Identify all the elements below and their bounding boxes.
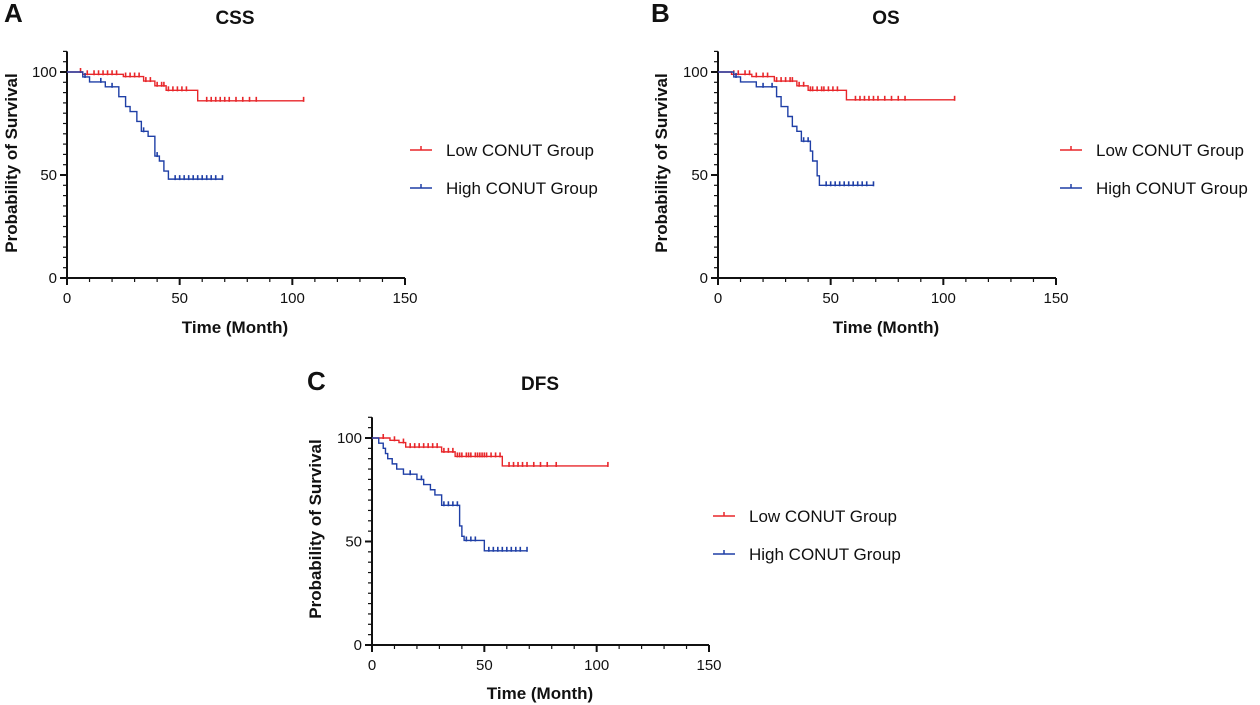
legend-item-low[interactable]: Low CONUT Group [713, 507, 897, 526]
y-tick-label: 0 [700, 270, 708, 287]
plot-area [67, 68, 305, 181]
y-tick-label: 0 [49, 270, 57, 287]
panel-letter-a: A [4, 0, 23, 28]
x-tick-label: 50 [171, 290, 188, 307]
legend-label-low: Low CONUT Group [1096, 141, 1244, 160]
axes: 0 50 100 0 50 100 150 [683, 50, 1069, 307]
survival-curve[interactable] [372, 437, 528, 552]
y-tick-label: 50 [691, 167, 708, 184]
y-tick-label: 50 [40, 167, 57, 184]
x-tick-label: 150 [392, 290, 417, 307]
panel-letter-c: C [307, 366, 326, 396]
series-high-conut [372, 437, 528, 552]
x-tick-label: 0 [368, 657, 376, 674]
x-axis-label: Time (Month) [182, 318, 288, 337]
x-tick-label: 50 [476, 657, 493, 674]
x-tick-label: 150 [1043, 290, 1068, 307]
x-tick-label: 0 [714, 290, 722, 307]
legend-item-low[interactable]: Low CONUT Group [410, 141, 594, 160]
y-tick-label: 100 [337, 430, 362, 447]
y-axis-label: Probability of Survival [652, 73, 671, 253]
y-axis-label: Probability of Survival [306, 439, 325, 619]
y-tick-label: 50 [345, 534, 362, 551]
x-axis-label: Time (Month) [487, 684, 593, 703]
legend: Low CONUT Group High CONUT Group [410, 141, 598, 198]
x-tick-label: 100 [280, 290, 305, 307]
series-low-conut [67, 68, 305, 102]
panel-letter-b: B [651, 0, 670, 28]
legend-label-low: Low CONUT Group [446, 141, 594, 160]
legend-label-low: Low CONUT Group [749, 507, 897, 526]
plot-area [718, 70, 956, 187]
legend-label-high: High CONUT Group [1096, 179, 1248, 198]
x-tick-label: 50 [822, 290, 839, 307]
legend-item-high[interactable]: High CONUT Group [410, 179, 598, 198]
x-tick-label: 150 [696, 657, 721, 674]
series-high-conut [67, 71, 224, 181]
survival-curve[interactable] [718, 71, 874, 186]
legend-label-high: High CONUT Group [446, 179, 598, 198]
y-tick-label: 100 [32, 64, 57, 81]
x-axis-label: Time (Month) [833, 318, 939, 337]
panel-b: B OS Probability of Survival Time (Month… [651, 0, 1248, 337]
survival-curve[interactable] [67, 71, 223, 180]
axes: 0 50 100 0 50 100 150 [337, 416, 722, 674]
y-tick-label: 0 [354, 637, 362, 654]
survival-curve[interactable] [372, 437, 608, 467]
x-tick-label: 100 [584, 657, 609, 674]
series-low-conut [718, 70, 956, 101]
legend-item-high[interactable]: High CONUT Group [713, 545, 901, 564]
legend-item-high[interactable]: High CONUT Group [1060, 179, 1248, 198]
chart-title-css: CSS [215, 8, 254, 29]
series-high-conut [718, 71, 875, 187]
legend-item-low[interactable]: Low CONUT Group [1060, 141, 1244, 160]
legend: Low CONUT Group High CONUT Group [713, 507, 901, 564]
axes: 0 50 100 0 50 100 150 [32, 50, 418, 307]
panel-c: C DFS Probability of Survival Time (Mont… [306, 366, 901, 703]
chart-title-os: OS [872, 8, 899, 29]
x-tick-label: 100 [931, 290, 956, 307]
panel-a: A CSS Probability of Survival Time (Mont… [2, 0, 598, 337]
survival-curve[interactable] [718, 71, 955, 101]
plot-area [372, 434, 609, 552]
legend: Low CONUT Group High CONUT Group [1060, 141, 1248, 198]
legend-label-high: High CONUT Group [749, 545, 901, 564]
series-low-conut [372, 434, 609, 467]
y-axis-label: Probability of Survival [2, 73, 21, 253]
x-tick-label: 0 [63, 290, 71, 307]
chart-title-dfs: DFS [521, 374, 559, 395]
survival-curve[interactable] [67, 71, 304, 102]
y-tick-label: 100 [683, 64, 708, 81]
